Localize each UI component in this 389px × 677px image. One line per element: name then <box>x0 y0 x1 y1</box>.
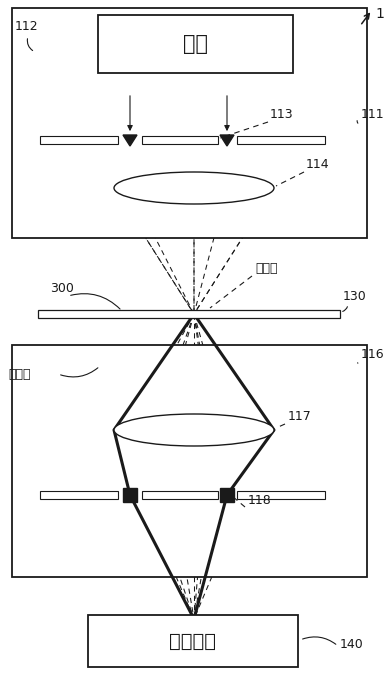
Text: 拍摄元件: 拍摄元件 <box>170 632 217 651</box>
Bar <box>123 488 137 502</box>
Bar <box>237 136 325 144</box>
Bar <box>142 491 218 499</box>
Text: 117: 117 <box>288 410 312 423</box>
Bar <box>142 136 218 144</box>
Bar <box>38 310 340 318</box>
Polygon shape <box>123 135 137 146</box>
Text: 118: 118 <box>248 494 272 507</box>
Bar <box>12 8 367 238</box>
Text: 112: 112 <box>15 20 39 33</box>
Text: 111: 111 <box>361 108 385 121</box>
Text: 113: 113 <box>270 108 294 121</box>
Ellipse shape <box>114 414 274 446</box>
Bar <box>12 345 367 577</box>
Text: 光源: 光源 <box>183 34 208 54</box>
Bar <box>237 491 325 499</box>
Bar <box>88 615 298 667</box>
Text: 114: 114 <box>306 158 329 171</box>
Text: 衍射光: 衍射光 <box>8 368 30 381</box>
Bar <box>220 488 234 502</box>
Bar <box>40 136 118 144</box>
Text: 300: 300 <box>50 282 74 295</box>
Text: 直射光: 直射光 <box>255 262 277 275</box>
Bar <box>98 15 293 73</box>
Text: 116: 116 <box>361 348 385 361</box>
Text: 130: 130 <box>343 290 367 303</box>
Text: 140: 140 <box>340 638 364 651</box>
Text: 1: 1 <box>375 7 384 21</box>
Polygon shape <box>220 135 234 146</box>
Ellipse shape <box>114 172 274 204</box>
Bar <box>40 491 118 499</box>
